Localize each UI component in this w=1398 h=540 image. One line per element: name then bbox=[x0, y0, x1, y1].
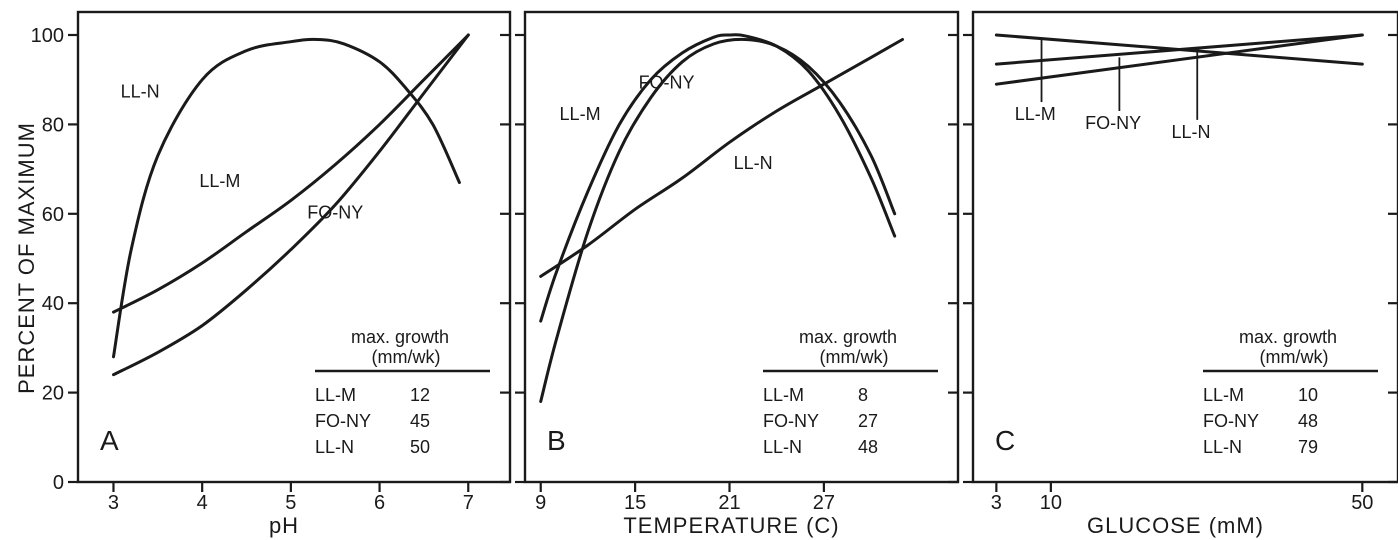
y-tick-label: 80 bbox=[42, 114, 64, 136]
curve-label: FO-NY bbox=[1085, 113, 1141, 133]
legend-row-value: 27 bbox=[858, 411, 878, 431]
legend-title: max. growth bbox=[351, 327, 449, 347]
legend-row-name: LL-M bbox=[763, 385, 804, 405]
y-axis-label: PERCENT OF MAXIMUM bbox=[14, 122, 39, 394]
legend-row-value: 12 bbox=[410, 385, 430, 405]
x-tick-label: 21 bbox=[718, 492, 740, 514]
legend-title: max. growth bbox=[1239, 327, 1337, 347]
curve-label: LL-M bbox=[560, 104, 601, 124]
x-axis-label: GLUCOSE (mM) bbox=[1087, 513, 1264, 538]
y-tick-label: 0 bbox=[53, 472, 64, 494]
series-line-fo-ny bbox=[112, 33, 470, 377]
panel-letter: A bbox=[100, 425, 119, 456]
curve-label: LL-M bbox=[199, 171, 240, 191]
x-tick-label: 15 bbox=[624, 492, 646, 514]
legend-row-value: 8 bbox=[858, 385, 868, 405]
y-tick-label: 60 bbox=[42, 204, 64, 226]
x-axis-label: TEMPERATURE (C) bbox=[623, 513, 839, 538]
legend-row-name: LL-M bbox=[1203, 385, 1244, 405]
legend-unit: (mm/wk) bbox=[1260, 347, 1329, 367]
series-line-ll-m bbox=[112, 33, 470, 314]
x-tick-label: 27 bbox=[813, 492, 835, 514]
series-line-ll-n bbox=[994, 33, 1364, 86]
legend-unit: (mm/wk) bbox=[820, 347, 889, 367]
curve-label: LL-N bbox=[734, 153, 773, 173]
legend-row-value: 45 bbox=[410, 411, 430, 431]
legend-row-value: 10 bbox=[1298, 385, 1318, 405]
legend-row-name: LL-N bbox=[1203, 437, 1242, 457]
y-tick-label: 100 bbox=[31, 25, 64, 47]
legend-row-value: 50 bbox=[410, 437, 430, 457]
curve-label: FO-NY bbox=[307, 202, 363, 222]
panel-letter: B bbox=[547, 425, 566, 456]
legend-unit: (mm/wk) bbox=[372, 347, 441, 367]
panel-frame bbox=[971, 10, 1398, 484]
y-tick-label: 40 bbox=[42, 293, 64, 315]
x-tick-label: 5 bbox=[285, 492, 296, 514]
curve-label: LL-M bbox=[1015, 104, 1056, 124]
x-tick-label: 3 bbox=[108, 492, 119, 514]
x-tick-label: 10 bbox=[1040, 492, 1062, 514]
x-tick-label: 50 bbox=[1351, 492, 1373, 514]
legend-title: max. growth bbox=[799, 327, 897, 347]
x-tick-label: 9 bbox=[535, 492, 546, 514]
series-line-ll-m bbox=[539, 33, 897, 323]
legend-row-name: FO-NY bbox=[315, 411, 371, 431]
panel-frame bbox=[523, 10, 960, 484]
legend-row-name: LL-N bbox=[315, 437, 354, 457]
legend-row-value: 48 bbox=[1298, 411, 1318, 431]
curve-label: LL-N bbox=[1172, 122, 1211, 142]
x-tick-label: 4 bbox=[197, 492, 208, 514]
x-tick-label: 6 bbox=[374, 492, 385, 514]
x-tick-label: 7 bbox=[463, 492, 474, 514]
x-axis-label: pH bbox=[269, 513, 299, 538]
series-line-ll-n bbox=[112, 37, 461, 359]
legend-row-name: LL-M bbox=[315, 385, 356, 405]
series-line-fo-ny bbox=[994, 33, 1364, 66]
curve-label: LL-N bbox=[121, 82, 160, 102]
panel-letter: C bbox=[995, 425, 1015, 456]
legend-row-name: FO-NY bbox=[763, 411, 819, 431]
legend-row-name: LL-N bbox=[763, 437, 802, 457]
legend-row-name: FO-NY bbox=[1203, 411, 1259, 431]
panel-frame bbox=[76, 10, 512, 484]
x-tick-label: 3 bbox=[991, 492, 1002, 514]
legend-row-value: 79 bbox=[1298, 437, 1318, 457]
curve-label: FO-NY bbox=[639, 73, 695, 93]
legend-row-value: 48 bbox=[858, 437, 878, 457]
y-tick-label: 20 bbox=[42, 383, 64, 405]
series-line-ll-n bbox=[539, 38, 904, 278]
